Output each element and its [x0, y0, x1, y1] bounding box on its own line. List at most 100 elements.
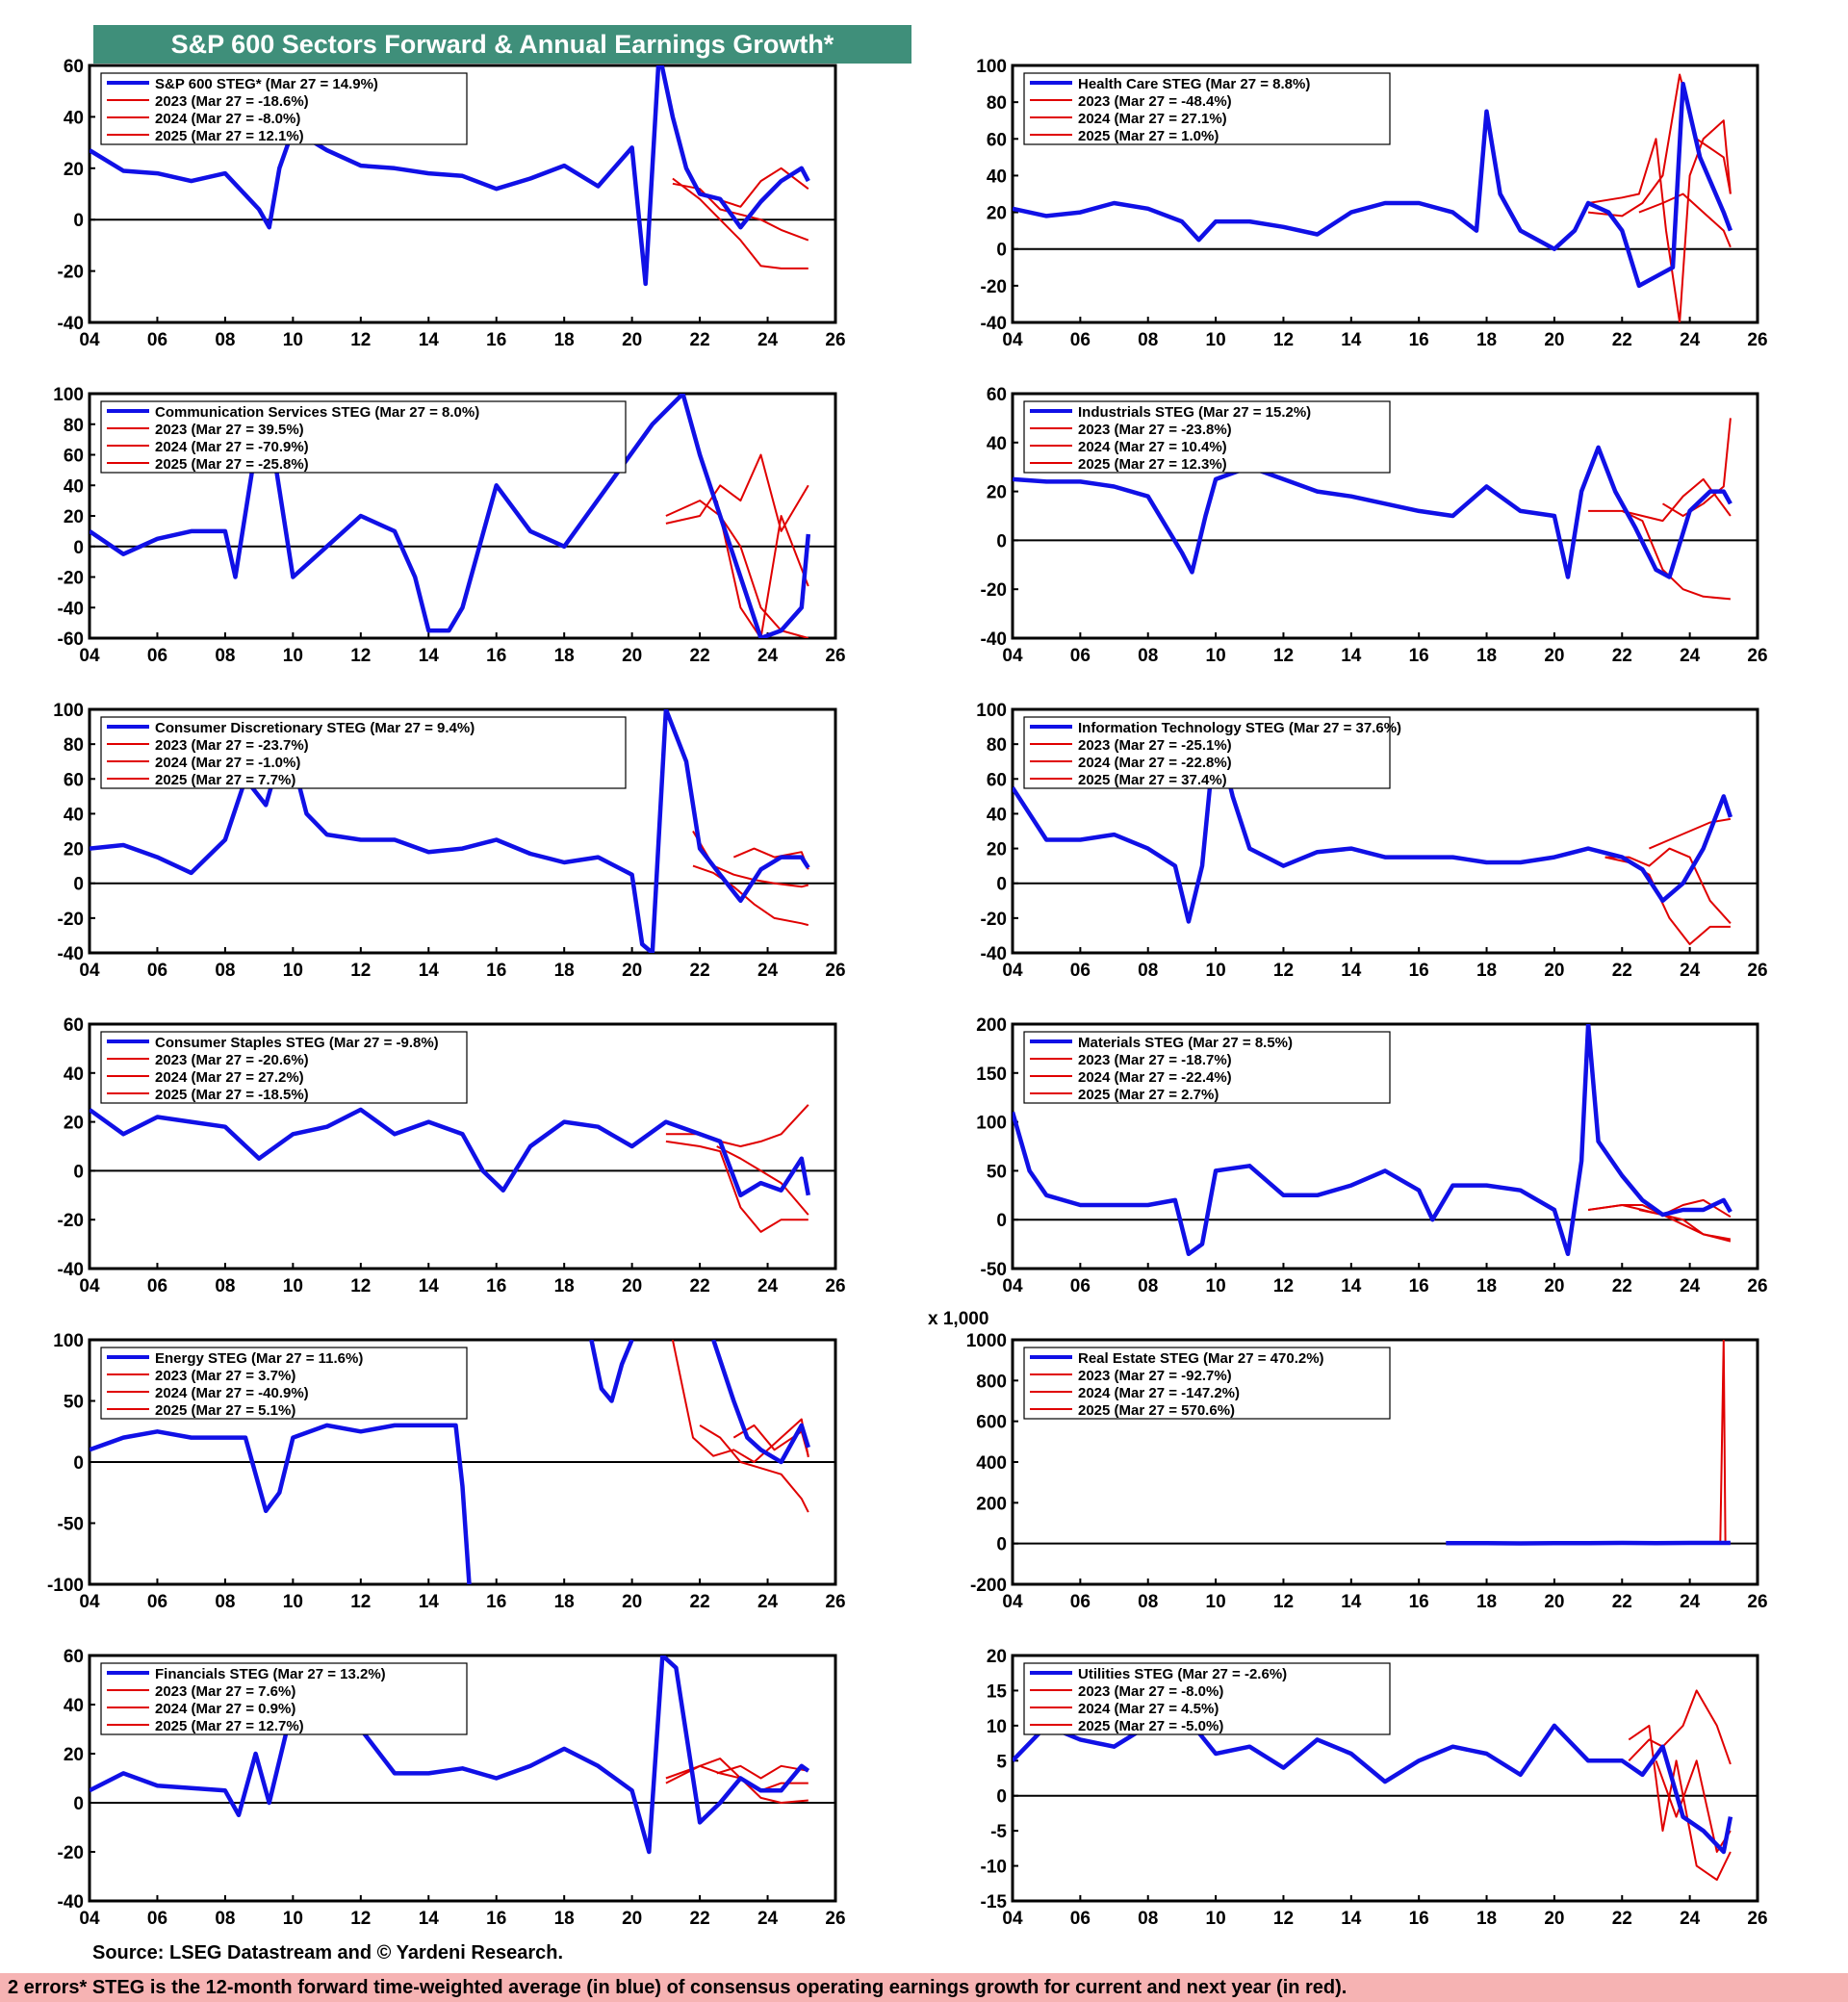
utilities-x-tick-label: 10	[1206, 1909, 1226, 1929]
communication-services-x-tick-label: 26	[825, 646, 845, 666]
consumer-discretionary-x-tick-label: 14	[419, 961, 440, 981]
real-estate-x-tick-label: 04	[1002, 1592, 1023, 1612]
information-technology-y-tick-label: 20	[987, 840, 1007, 860]
consumer-staples-x-tick-label: 06	[147, 1276, 167, 1296]
materials-x-tick-label: 20	[1544, 1276, 1564, 1296]
materials-legend-label: 2025 (Mar 27 = 2.7%)	[1078, 1087, 1219, 1103]
consumer-staples-x-tick-label: 18	[554, 1276, 575, 1296]
financials-x-tick-label: 04	[79, 1909, 100, 1929]
information-technology-legend-label: 2023 (Mar 27 = -25.1%)	[1078, 737, 1232, 754]
financials-y-tick-label: 20	[64, 1745, 84, 1765]
health-care-x-tick-label: 10	[1206, 330, 1226, 350]
real-estate-y-tick-label: 400	[976, 1453, 1007, 1474]
energy-steg-line	[90, 1423, 472, 1584]
industrials-x-tick-label: 24	[1680, 646, 1701, 666]
energy-steg-line	[589, 1340, 634, 1403]
energy-x-tick-label: 26	[825, 1592, 845, 1612]
utilities-x-tick-label: 08	[1138, 1909, 1158, 1929]
communication-services-steg-line	[90, 394, 811, 638]
real-estate-legend-label: 2025 (Mar 27 = 570.6%)	[1078, 1402, 1235, 1419]
industrials-y-tick-label: 40	[987, 434, 1007, 454]
sandp-600-x-tick-label: 08	[215, 330, 235, 350]
real-estate-x-tick-label: 22	[1612, 1592, 1632, 1612]
communication-services-y-tick-label: -20	[58, 569, 84, 589]
sandp-600-legend-label: 2024 (Mar 27 = -8.0%)	[155, 111, 300, 127]
industrials-annual-line	[1622, 477, 1732, 523]
materials-x-tick-label: 24	[1680, 1276, 1701, 1296]
energy-x-tick-label: 04	[79, 1592, 100, 1612]
consumer-staples-steg-line	[90, 1107, 811, 1198]
information-technology-y-tick-label: 80	[987, 735, 1007, 756]
information-technology-x-tick-label: 24	[1680, 961, 1701, 981]
health-care-legend	[1023, 72, 1391, 145]
energy-steg-line	[711, 1340, 810, 1465]
financials-series-group	[90, 1656, 810, 1855]
consumer-discretionary-annual-line	[692, 864, 809, 927]
financials-legend-label: 2023 (Mar 27 = 7.6%)	[155, 1683, 295, 1700]
industrials-y-tick-label: 60	[987, 385, 1007, 405]
materials-legend-label: Materials STEG (Mar 27 = 8.5%)	[1078, 1035, 1293, 1051]
consumer-staples-y-tick-label: -20	[58, 1211, 84, 1231]
consumer-staples-legend-label: 2025 (Mar 27 = -18.5%)	[155, 1087, 309, 1103]
sandp-600-x-tick-label: 04	[79, 330, 100, 350]
sandp-600-x-tick-label: 20	[622, 330, 642, 350]
energy-x-tick-label: 22	[690, 1592, 710, 1612]
information-technology-x-tick-label: 08	[1138, 961, 1158, 981]
materials-y-tick-label: 150	[976, 1065, 1007, 1085]
consumer-discretionary-x-tick-label: 22	[690, 961, 710, 981]
financials-y-tick-label: 40	[64, 1696, 84, 1716]
materials-x-tick-label: 18	[1476, 1276, 1497, 1296]
information-technology-x-tick-label: 22	[1612, 961, 1632, 981]
information-technology-legend-label: 2025 (Mar 27 = 37.4%)	[1078, 772, 1227, 788]
communication-services-x-tick-label: 20	[622, 646, 642, 666]
sandp-600-x-tick-label: 12	[350, 330, 371, 350]
communication-services-x-tick-label: 22	[690, 646, 710, 666]
energy-y-tick-label: 100	[53, 1331, 84, 1351]
consumer-discretionary-y-tick-label: 80	[64, 735, 84, 756]
sandp-600-y-tick-label: 0	[73, 211, 84, 231]
industrials-x-tick-label: 20	[1544, 646, 1564, 666]
utilities-x-tick-label: 14	[1341, 1909, 1362, 1929]
footnote: 2 errors* STEG is the 12-month forward t…	[0, 1973, 1848, 2002]
real-estate-x-tick-label: 14	[1341, 1592, 1362, 1612]
consumer-staples-y-tick-label: 20	[64, 1114, 84, 1134]
sandp-600-x-tick-label: 14	[419, 330, 440, 350]
real-estate-x-tick-label: 08	[1138, 1592, 1158, 1612]
consumer-discretionary-x-tick-label: 16	[486, 961, 506, 981]
utilities-x-tick-label: 26	[1747, 1909, 1767, 1929]
utilities-x-tick-label: 24	[1680, 1909, 1701, 1929]
energy-x-tick-label: 24	[757, 1592, 779, 1612]
utilities-x-tick-label: 22	[1612, 1909, 1632, 1929]
consumer-staples-x-tick-label: 04	[79, 1276, 100, 1296]
consumer-discretionary-y-tick-label: 40	[64, 805, 84, 825]
sandp-600-y-tick-label: -20	[58, 263, 84, 283]
communication-services-y-tick-label: 80	[64, 416, 84, 436]
energy-x-tick-label: 18	[554, 1592, 575, 1612]
information-technology-x-tick-label: 12	[1273, 961, 1294, 981]
sandp-600-series-group	[90, 65, 810, 287]
real-estate-legend-label: 2024 (Mar 27 = -147.2%)	[1078, 1385, 1240, 1401]
financials-annual-line	[716, 1764, 808, 1780]
real-estate-x-tick-label: 24	[1680, 1592, 1701, 1612]
industrials-chart: 04 06 08 10 12 14 16 18 20 22 24 26 -40 -20 0 20 40 60 Ind…	[981, 385, 1768, 666]
sandp-600-x-tick-label: 24	[757, 330, 779, 350]
health-care-legend-label: Health Care STEG (Mar 27 = 8.8%)	[1078, 76, 1310, 92]
consumer-discretionary-legend-label: 2024 (Mar 27 = -1.0%)	[155, 755, 300, 771]
information-technology-steg-line	[1013, 724, 1733, 924]
real-estate-x-tick-label: 18	[1476, 1592, 1497, 1612]
consumer-staples-x-tick-label: 10	[283, 1276, 303, 1296]
materials-chart: 04 06 08 10 12 14 16 18 20 22 24 26 -50 0 50 100 150 200 M…	[976, 1015, 1767, 1296]
communication-services-y-tick-label: 60	[64, 447, 84, 467]
energy-y-tick-label: 0	[73, 1453, 84, 1474]
utilities-y-tick-label: -15	[981, 1892, 1008, 1912]
utilities-y-tick-label: 10	[987, 1717, 1007, 1737]
real-estate-y-tick-label: -200	[970, 1576, 1007, 1596]
communication-services-annual-line	[665, 453, 809, 532]
consumer-staples-y-tick-label: 0	[73, 1162, 84, 1182]
materials-series-group	[1013, 1024, 1732, 1257]
information-technology-x-tick-label: 10	[1206, 961, 1226, 981]
source-note: Source: LSEG Datastream and © Yardeni Re…	[92, 1942, 564, 1964]
energy-x-tick-label: 08	[215, 1592, 235, 1612]
communication-services-y-tick-label: 40	[64, 476, 84, 497]
